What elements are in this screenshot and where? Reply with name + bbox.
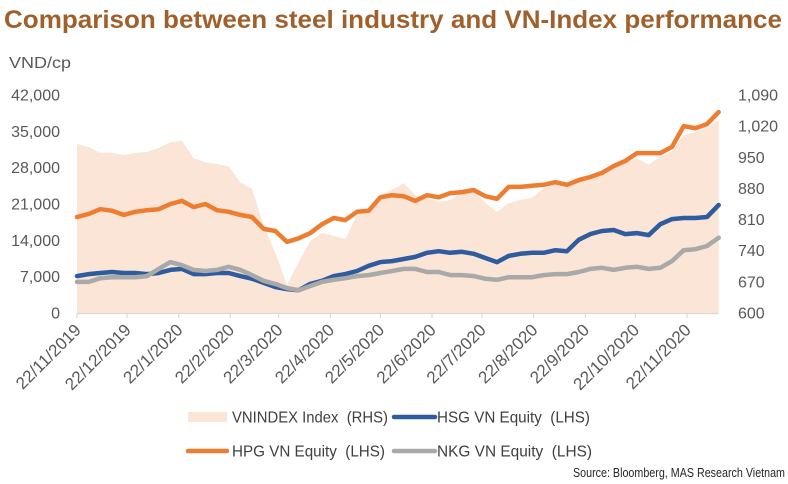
y-right-tick-label: 670 xyxy=(738,274,765,291)
y-right-tick-label: 1,090 xyxy=(738,88,778,105)
y-left-tick-label: 0 xyxy=(51,306,60,323)
legend-item-hsg: HSG VN Equity (LHS) xyxy=(391,410,590,427)
y-left-tick-label: 28,000 xyxy=(11,160,60,177)
y-axis-left-unit-label: VND/cp xyxy=(9,55,71,72)
legend-label-nkg: NKG VN Equity (LHS) xyxy=(437,444,592,461)
y-left-tick-label: 35,000 xyxy=(11,124,60,141)
legend-item-hpg: HPG VN Equity (LHS) xyxy=(185,444,385,461)
legend-label-vnindex: VNINDEX Index (RHS) xyxy=(232,410,388,427)
nkg-line xyxy=(74,235,721,293)
y-right-tick-label: 1,020 xyxy=(738,119,778,136)
y-right-tick-label: 880 xyxy=(738,181,765,198)
source-note: Source: Bloomberg, MAS Research Vietnam xyxy=(573,465,785,480)
plot-area xyxy=(74,109,721,314)
legend-label-hsg: HSG VN Equity (LHS) xyxy=(437,410,590,427)
hpg-line xyxy=(74,109,721,245)
legend-item-nkg: NKG VN Equity (LHS) xyxy=(391,444,592,461)
legend: VNINDEX Index (RHS) HSG VN Equity (LHS) … xyxy=(185,410,592,461)
y-left-tick-label: 21,000 xyxy=(11,197,60,214)
y-right-tick-label: 950 xyxy=(738,150,765,167)
y-left-tick-label: 42,000 xyxy=(11,88,60,105)
legend-label-hpg: HPG VN Equity (LHS) xyxy=(232,444,385,461)
hsg-line xyxy=(74,202,721,293)
y-left-tick-label: 14,000 xyxy=(11,233,60,250)
y-right-tick-label: 600 xyxy=(738,306,765,323)
chart-title: Comparison between steel industry and VN… xyxy=(4,6,782,34)
legend-swatch-vnindex xyxy=(188,412,227,422)
y-left-tick-label: 7,000 xyxy=(20,269,60,286)
y-right-tick-label: 740 xyxy=(738,243,765,260)
y-right-tick-label: 810 xyxy=(738,212,765,229)
vnindex-area xyxy=(77,119,719,314)
legend-item-vnindex: VNINDEX Index (RHS) xyxy=(188,410,388,427)
